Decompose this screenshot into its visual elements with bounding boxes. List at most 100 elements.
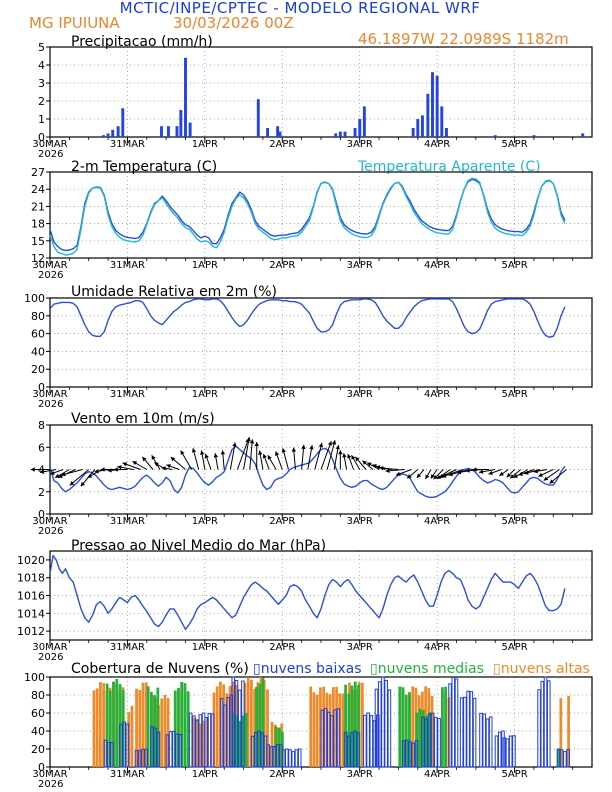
cloud-cover-panel: Cobertura de Nuvens (%) ▯nuvens baixas ▯…	[24, 661, 593, 790]
cloud-bar-low_cloud	[110, 742, 114, 768]
cloud-bar-high_cloud	[135, 688, 138, 767]
precip-bar	[411, 128, 415, 137]
cloud-bar-mid_cloud	[255, 686, 258, 767]
wind-arrow	[326, 440, 336, 470]
wind-arrow	[307, 445, 313, 470]
cloud-bar-high_cloud	[312, 692, 316, 767]
cloud-bar-low_cloud	[144, 748, 148, 768]
wind-arrow-head	[478, 469, 484, 474]
wind-ytick-label: 8	[38, 419, 45, 432]
pressure-series-line	[49, 554, 566, 630]
clouds-xtick-label: 2APR	[269, 769, 295, 780]
header-location: MG IPUIUNA	[29, 14, 120, 32]
humidity-xtick-label: 2APR	[269, 389, 295, 400]
humidity-title: Umidade Relativa em 2m (%)	[71, 284, 277, 300]
precip-ytick-label: 0	[38, 131, 45, 144]
cloud-bar-mid_cloud	[105, 683, 109, 767]
cloud-bar-mid_cloud	[241, 715, 245, 767]
temperature-ytick-label: 18	[31, 218, 45, 231]
pressure-xtick-label: 1APR	[192, 642, 218, 653]
wind-arrow-head	[309, 445, 314, 450]
cloud-bar-mid_cloud	[415, 712, 419, 767]
precip-ytick-label: 1	[38, 113, 45, 126]
temperature-series-line	[49, 178, 566, 252]
humidity-ytick-label: 80	[31, 310, 45, 323]
cloud-bar-low_cloud	[198, 714, 203, 768]
cloud-bar-high_cloud	[270, 722, 274, 767]
temperature-ytick-label: 24	[31, 183, 45, 196]
cloud-bar-low_cloud	[463, 696, 467, 768]
pressure-year-label: 2026	[38, 652, 63, 663]
cloud-bar-low_cloud	[424, 718, 428, 768]
cloud-bar-low_cloud	[168, 731, 173, 768]
cloud-bar-low_cloud	[346, 735, 351, 768]
cloud-bar-mid_cloud	[404, 694, 408, 767]
cloud-bar-low_cloud	[260, 732, 265, 768]
wind-arrow-head	[262, 453, 267, 459]
clouds-xtick-label: 30MAR	[32, 769, 67, 780]
precip-xtick-label: 30MAR	[32, 139, 67, 150]
header-run: 30/03/2026 00Z	[173, 14, 294, 32]
precip-bar	[167, 126, 170, 137]
temperature-xtick-label: 30MAR	[32, 260, 67, 271]
cloud-bar-high_cloud	[567, 695, 570, 767]
wind-arrow-head	[379, 465, 384, 471]
wind-arrow-head	[232, 442, 237, 447]
cloud-bar-mid_cloud	[557, 749, 560, 767]
cloud-bar-low_cloud	[237, 689, 242, 768]
cloud-bar-low_cloud	[437, 718, 441, 768]
cloud-bar-low_cloud	[172, 730, 176, 768]
wind-arrow-head	[30, 467, 35, 472]
humidity-year-label: 2026	[38, 399, 63, 410]
cloud-bar-low_cloud	[294, 749, 299, 768]
cloud-bar-low_cloud	[275, 744, 280, 768]
precip-bar	[106, 133, 110, 137]
cloud-bar-mid_cloud	[418, 708, 422, 767]
cloud-bar-mid_cloud	[398, 686, 402, 767]
wind-arrow-head	[318, 442, 324, 448]
cloud-bar-low_cloud	[122, 721, 126, 768]
clouds-year-label: 2026	[38, 779, 63, 790]
humidity-plot-frame	[49, 297, 593, 388]
precip-xtick-label: 1APR	[192, 139, 218, 150]
wind-arrow-head	[170, 457, 176, 462]
wind-arrow	[333, 445, 339, 470]
cloud-bar-high_cloud	[430, 695, 434, 767]
cloud-bar-low_cloud	[494, 735, 499, 768]
humidity-xtick-label: 4APR	[424, 389, 450, 400]
wind-arrow-head	[258, 450, 263, 455]
pressure-xtick-label: 2APR	[269, 642, 295, 653]
cloud-bar-mid_cloud	[408, 692, 411, 767]
wind-arrow-head	[166, 464, 171, 469]
apparent-temperature-legend: Temperatura Aparente (C)	[357, 159, 541, 175]
wind-arrow-head	[61, 472, 66, 477]
cloud-bar-low_cloud	[291, 751, 296, 768]
cloud-bar-high_cloud	[138, 690, 142, 767]
precip-bar	[353, 128, 357, 137]
cloud-bar-low_cloud	[485, 718, 490, 768]
clouds-xtick-label: 4APR	[424, 769, 450, 780]
cloud-bar-low_cloud	[134, 750, 139, 768]
cloud-bar-low_cloud	[472, 697, 477, 768]
pressure-ytick-label: 1016	[17, 590, 45, 603]
wind-arrow	[301, 444, 305, 470]
pressure-xtick-label: 4APR	[424, 642, 450, 653]
wind-arrow-head	[513, 473, 519, 478]
temperature-title: 2-m Temperatura (C)	[71, 159, 217, 175]
cloud-bar-low_cloud	[377, 681, 382, 768]
precip-bar	[416, 119, 420, 137]
precip-bar	[111, 129, 115, 137]
wind-xtick-label: 1APR	[192, 516, 218, 527]
temperature-xtick-label: 31MAR	[110, 260, 145, 271]
cloud-bar-low_cloud	[103, 739, 108, 768]
cloud-bar-low_cloud	[540, 680, 545, 768]
cloud-bar-high_cloud	[250, 679, 253, 767]
cloud-bar-high_cloud	[215, 686, 219, 767]
cloud-bar-mid_cloud	[186, 691, 190, 767]
cloud-bar-low_cloud	[448, 683, 452, 768]
wind-arrow-head	[335, 445, 340, 450]
header-coords: 46.1897W 22.0989S 1182m	[358, 30, 569, 48]
humidity-ytick-label: 40	[31, 345, 45, 358]
wind-arrow	[69, 469, 90, 486]
cloud-bar-low_cloud	[175, 733, 179, 768]
